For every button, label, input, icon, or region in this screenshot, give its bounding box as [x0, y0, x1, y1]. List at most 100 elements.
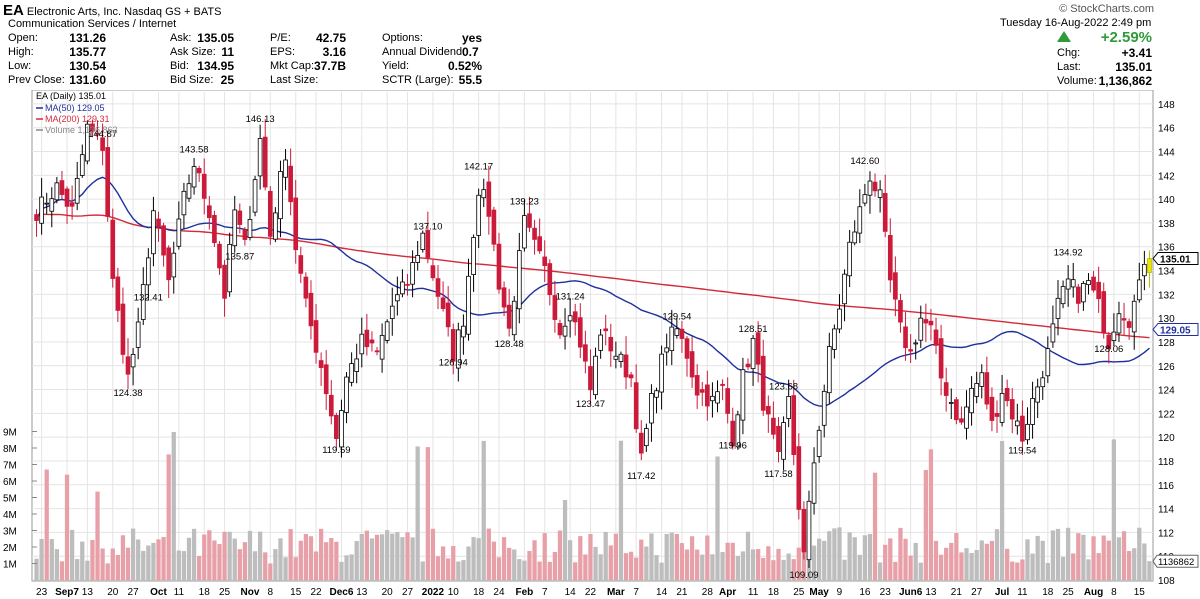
volume-bar [730, 542, 735, 580]
candle-body [140, 284, 146, 320]
volume-bar [725, 542, 730, 580]
candle-body [1121, 318, 1127, 321]
candle-body [90, 123, 95, 132]
volume-bar [613, 533, 619, 580]
volume-bar [1015, 562, 1020, 580]
candle-body [928, 320, 934, 326]
sctr-label: SCTR (Large): [382, 74, 454, 86]
high-value: 135.77 [69, 45, 106, 59]
bid-label: Bid: [170, 60, 189, 72]
candle-body [613, 355, 619, 360]
volume-bar [440, 546, 446, 580]
candle-body [471, 237, 476, 275]
volume-tick-label: 7M [3, 461, 17, 472]
price-tick-label: 112 [1158, 528, 1174, 539]
date-tick-label: 8 [1111, 587, 1117, 598]
candle-body [379, 335, 385, 360]
price-annotation: 135.87 [225, 251, 254, 262]
volume-bar [552, 551, 558, 580]
candle-body [186, 183, 192, 199]
candle-body [440, 297, 446, 309]
candle-body [644, 428, 649, 447]
volume-bar [207, 530, 212, 580]
volume-bar [745, 531, 751, 580]
volume-bar [283, 557, 288, 580]
candle-body [954, 399, 959, 421]
legend-label: Volume 1,136,862 [45, 125, 118, 135]
date-tick-label: 27 [971, 587, 983, 598]
date-tick-label: 23 [36, 587, 48, 598]
date-tick-label: 25 [219, 587, 231, 598]
candle-body [1126, 321, 1132, 328]
candle-body [486, 181, 492, 217]
volume-bar [400, 537, 405, 580]
candle-body [273, 212, 278, 240]
candle-body [806, 500, 812, 561]
candle-body [100, 137, 105, 151]
candle-body [125, 356, 131, 375]
volume-bar [761, 557, 766, 580]
volume-bar [232, 538, 237, 580]
volume-bar [628, 551, 634, 580]
candle-body [816, 429, 822, 457]
volume-bar [125, 547, 131, 580]
volume-bar [984, 543, 989, 580]
volume-bar [964, 548, 969, 580]
volume-bar [491, 541, 497, 580]
candle-body [893, 272, 898, 300]
volume-bar [379, 534, 385, 580]
candle-body [842, 273, 847, 305]
volume-bar [151, 542, 156, 580]
candle-body [994, 413, 1000, 417]
volume-bar [684, 549, 690, 580]
candle-body [384, 321, 390, 341]
volume-bar [837, 527, 842, 580]
volume-bar [217, 544, 222, 580]
candle-body [74, 177, 80, 204]
candle-body [633, 382, 639, 430]
eps-label: EPS: [270, 46, 296, 58]
pe-label: P/E: [270, 32, 291, 44]
options-label: Options: [382, 32, 423, 44]
candle-body [715, 391, 720, 404]
candle-body [303, 276, 309, 299]
date-tick-label: May [809, 587, 829, 598]
date-tick-label: 18 [1042, 587, 1054, 598]
candle-body [49, 198, 55, 212]
candle-body [1015, 420, 1020, 427]
price-tick-label: 130 [1158, 314, 1175, 325]
candle-body [318, 360, 324, 368]
candle-body [898, 300, 903, 323]
candlesticks [34, 119, 1152, 568]
candle-body [989, 396, 995, 421]
candle-body [1045, 348, 1051, 377]
candle-body [69, 202, 75, 207]
volume-bar [938, 554, 944, 580]
candle-body [664, 347, 670, 353]
candle-body [918, 317, 924, 341]
volume-bar [532, 540, 537, 580]
volume-bar [598, 554, 603, 580]
volume-bar [674, 533, 679, 580]
candle-body [755, 332, 761, 365]
candle-body [247, 219, 253, 238]
date-tick-label: 10 [448, 587, 460, 598]
date-tick-label: 11 [748, 587, 759, 598]
candle-body [659, 353, 664, 393]
volume-bar [176, 550, 181, 580]
candle-body [969, 387, 974, 414]
volume-bar [644, 546, 649, 580]
date-tick-label: 14 [565, 587, 577, 598]
date-tick-label: 25 [1063, 587, 1075, 598]
candle-body [654, 390, 659, 398]
volume-bar [197, 555, 202, 580]
candle-body [1131, 300, 1137, 333]
volume-bar [791, 559, 796, 580]
candle-body [791, 395, 797, 455]
volume-bar [578, 536, 583, 580]
candle-body [552, 295, 558, 320]
volume-bar [1060, 556, 1066, 580]
candle-body [217, 243, 222, 269]
candle-body [257, 138, 263, 177]
ask-size-label: Ask Size: [170, 46, 216, 58]
